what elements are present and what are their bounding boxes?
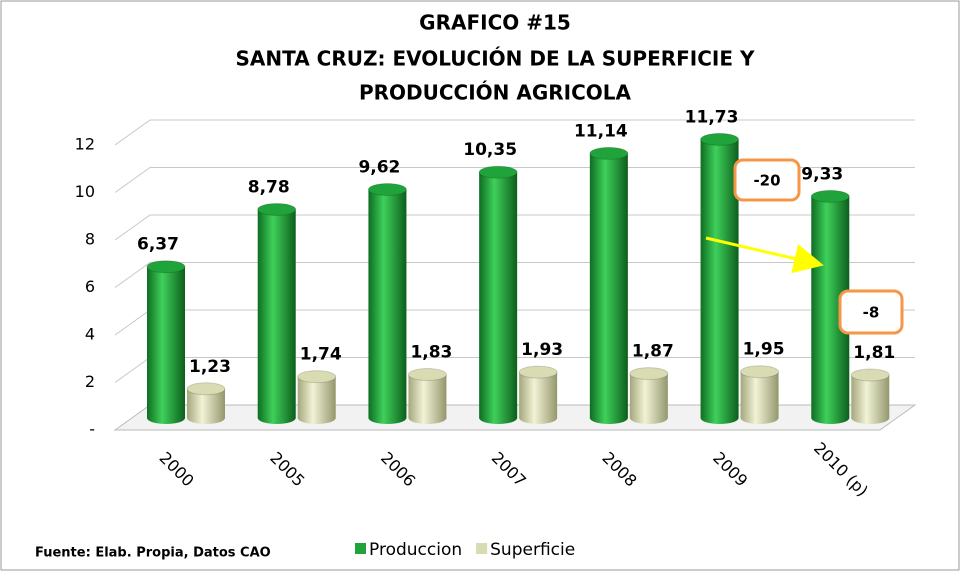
bar-top [589,146,629,160]
y-tick-label: 12 [75,135,95,154]
y-tick-label: 4 [85,325,95,344]
data-label: 10,35 [463,140,517,160]
data-label: 1,95 [743,340,785,360]
bar-top [367,183,407,197]
data-label: 1,74 [300,345,342,365]
annotation-box [838,289,904,335]
annotation: -8 [863,304,880,322]
y-tick-label: 8 [85,230,95,249]
bar-top [407,368,447,382]
source: Fuente: Elab. Propia, Datos CAO [35,546,271,561]
annotation-box [733,158,801,202]
y-tick-label: 2 [85,372,95,391]
data-label: 9,33 [801,164,843,184]
grid-line [114,119,915,146]
bar [629,373,668,418]
legend-label: Superficie [490,540,575,560]
y-tick-label: - [89,420,95,439]
arrow [705,236,824,274]
bar-top [257,202,297,216]
data-label: 1,93 [521,340,563,360]
grid-line [114,262,915,288]
bar-top [146,260,186,274]
bar [589,153,628,419]
bar-top [740,365,780,379]
legend-swatch [476,543,488,554]
bar-top [850,368,890,382]
grid-line [114,214,915,241]
bar-top [629,367,669,381]
y-tick-label: 10 [75,182,95,201]
bar-top [186,382,226,396]
chart-title: SANTA CRUZ: EVOLUCIÓN DE LA SUPERFICIE Y [236,47,755,71]
data-label: 11,73 [685,107,739,127]
y-tick-label: 6 [85,277,95,296]
bar [479,172,518,418]
bar [368,189,407,418]
data-label: 11,14 [574,121,628,141]
bar-top [810,189,850,203]
chart-title: GRAFICO #15 [419,11,571,35]
bar [740,371,779,418]
data-label: 1,83 [410,343,452,363]
bar [408,374,447,418]
data-label: 1,87 [632,342,674,362]
bar [297,376,336,418]
legend-label: Produccion [369,540,462,560]
data-label: 6,37 [137,235,179,255]
bar [519,372,558,418]
bar-top [700,132,740,146]
bar-top [297,370,337,384]
chart-title: PRODUCCIÓN AGRICOLA [359,81,632,105]
bar [851,375,890,418]
grid-line [114,167,915,193]
bar-top [518,365,558,379]
legend-swatch [355,543,366,554]
data-label: 9,62 [358,158,400,178]
data-label: 8,78 [248,177,290,197]
bar [147,266,185,418]
data-label: 1,81 [853,343,895,363]
bar-top [478,165,518,179]
data-label: 1,23 [189,357,231,377]
bar [257,209,296,418]
annotation: -20 [753,172,780,190]
bar [700,139,739,418]
